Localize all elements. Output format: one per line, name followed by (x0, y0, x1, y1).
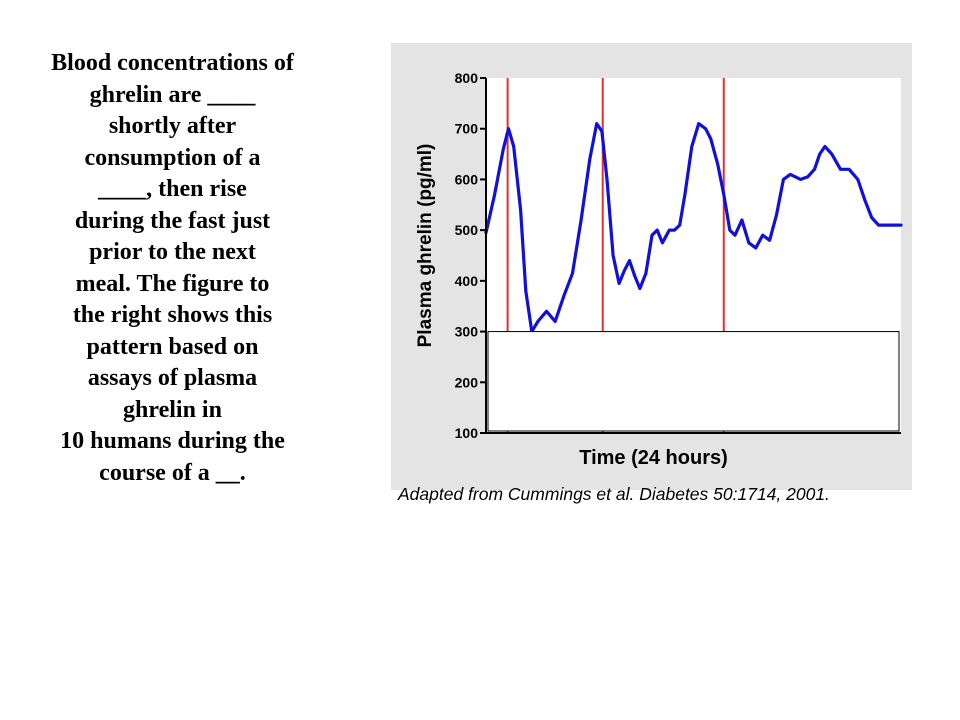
y-tick-label: 300 (455, 324, 479, 340)
x-axis-label: Time (24 hours) (579, 447, 728, 469)
text-line: the right shows this (72, 302, 273, 328)
text-line: meal. The figure to (75, 270, 270, 297)
text-line: Blood concentrations of (51, 50, 294, 76)
text-line: ghrelin are ____ (89, 81, 256, 108)
figure-caption: Adapted from Cummings et al. Diabetes 50… (398, 484, 830, 504)
text-line: assays of plasma (87, 365, 258, 391)
y-tick-label: 400 (455, 273, 479, 289)
text-line: prior to the next (89, 239, 256, 265)
slide-body-text: Blood concentrations of ghrelin are ____s… (0, 48, 345, 489)
text-line: pattern based on (86, 333, 259, 360)
y-tick-label: 200 (455, 374, 479, 390)
text-line: shortly after (108, 113, 237, 139)
text-line: ghrelin in (123, 396, 222, 423)
ghrelin-chart: 100 200 300 400 500 600 700 800 Time (24 hours)… (415, 70, 903, 469)
text-line: 10 humans during the (60, 428, 285, 454)
text-line: during the fast just (74, 207, 271, 234)
y-axis-label: Plasma ghrelin (pg/ml) (415, 144, 436, 348)
figure-panel: 100 200 300 400 500 600 700 800 Time (24 hours)… (391, 43, 912, 490)
text-line: course of a __. (99, 459, 246, 486)
y-tick-label: 500 (455, 222, 479, 238)
y-tick-label: 700 (455, 121, 479, 137)
text-line: ____, then rise (98, 176, 247, 202)
y-tick-label: 600 (455, 171, 479, 187)
y-tick-label: 100 (455, 425, 479, 441)
y-tick-label: 800 (455, 70, 479, 86)
masked-answer-box (487, 331, 900, 432)
series-line-plasma-ghrelin (484, 122, 903, 334)
text-line: consumption of a (84, 144, 261, 171)
